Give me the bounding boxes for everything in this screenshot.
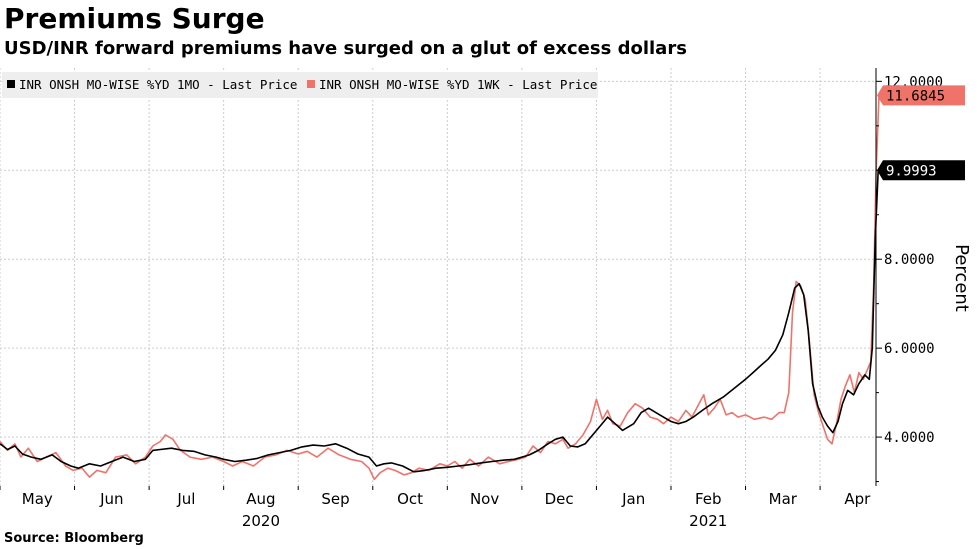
legend-label-1mo: INR ONSH MO-WISE %YD 1MO - Last Price (19, 77, 297, 92)
x-tick-label-sep: Sep (321, 490, 349, 508)
x-tick-label-jan: Jan (621, 490, 645, 508)
legend-swatch-1mo (7, 80, 15, 88)
last-price-tag-1mo (877, 160, 965, 181)
grid (0, 68, 876, 486)
last-price-value-1mo: 9.9993 (886, 163, 937, 179)
series-line-1mo (0, 170, 879, 473)
x-tick-label-feb: Feb (695, 490, 722, 508)
x-tick-label-mar: Mar (769, 490, 798, 508)
x-tick-label-nov: Nov (470, 490, 499, 508)
chart-subtitle: USD/INR forward premiums have surged on … (4, 38, 687, 59)
x-year-label-2020: 2020 (242, 512, 280, 530)
last-price-tags: 9.9993 11.6845 (877, 85, 965, 181)
legend: INR ONSH MO-WISE %YD 1MO - Last Price IN… (2, 72, 598, 98)
y-tick-label-0: 4.0000 (884, 430, 935, 446)
x-tick-label-apr: Apr (844, 490, 871, 508)
y-tick-label-1: 6.0000 (884, 341, 935, 357)
series-lines (0, 95, 880, 481)
series-line-1wk (0, 95, 880, 481)
legend-swatch-1wk (307, 80, 315, 88)
x-tick-label-jul: Jul (176, 490, 195, 508)
legend-label-1wk: INR ONSH MO-WISE %YD 1WK - Last Price (319, 77, 597, 92)
source-note: Source: Bloomberg (4, 531, 144, 546)
x-tick-label-may: May (22, 490, 53, 508)
legend-background (2, 72, 598, 98)
x-year-label-2021: 2021 (689, 512, 727, 530)
x-tick-label-jun: Jun (99, 490, 123, 508)
x-tick-label-dec: Dec (545, 490, 574, 508)
y-tick-label-2: 8.0000 (884, 252, 935, 268)
axes: May Jun Jul Aug Sep Oct Nov Dec Jan Feb Mar Apr 2020… (0, 68, 943, 530)
y-axis-label: Percent (951, 244, 972, 312)
chart-title: Premiums Surge (4, 2, 265, 35)
last-price-value-1wk: 11.6845 (886, 88, 945, 104)
last-price-tag-1wk (877, 85, 965, 106)
x-tick-label-aug: Aug (246, 490, 275, 508)
x-tick-label-oct: Oct (397, 490, 423, 508)
